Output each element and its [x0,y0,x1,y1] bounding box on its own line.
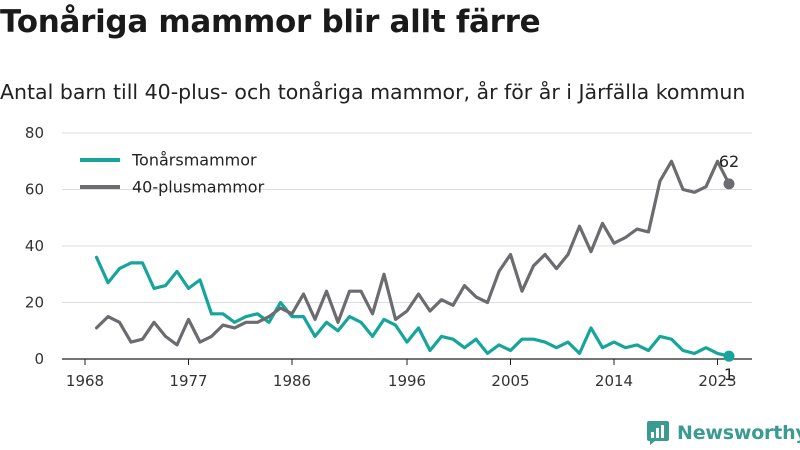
chart-title: Tonåriga mammor blir allt färre [0,4,541,40]
chart-subtitle: Antal barn till 40-plus- och tonåriga ma… [0,80,746,104]
x-tick-label: 2023 [698,372,736,390]
endpoint-label-40-plusmammor: 62 [719,152,739,171]
x-tick-label: 1996 [388,372,426,390]
x-tick-label: 1968 [66,372,104,390]
newsworthy-logo-icon [647,421,669,445]
y-tick-label: 20 [25,294,44,312]
x-axis-ticks: 1968 1977 1986 1996 2005 2014 2023 [66,359,737,390]
legend-label-40-plusmammor: 40-plusmammor [132,178,265,197]
brand-name: Newsworthy [677,422,800,444]
newsworthy-brand: Newsworthy [645,420,800,446]
series-endpoints: 1 62 [719,152,739,384]
y-tick-label: 40 [25,237,44,255]
series-lines [94,159,731,358]
x-tick-label: 2014 [595,372,633,390]
legend-label-tonarsmammor: Tonårsmammor [131,151,257,170]
series-line-tonarsmammor [94,255,731,358]
endpoint-label-tonarsmammor: 1 [724,365,734,384]
endpoint-marker-tonarsmammor [723,350,735,362]
x-tick-label: 2005 [491,372,529,390]
y-tick-label: 60 [25,181,44,199]
y-tick-label: 80 [25,124,44,142]
x-tick-label: 1977 [169,372,207,390]
y-axis-ticks: 0 20 40 60 80 [25,124,44,368]
series-line-40-plusmammor [94,159,731,347]
y-tick-label: 0 [34,350,44,368]
endpoint-marker-40-plusmammor [723,178,735,190]
x-tick-label: 1986 [273,372,311,390]
legend: Tonårsmammor 40-plusmammor [80,151,265,197]
